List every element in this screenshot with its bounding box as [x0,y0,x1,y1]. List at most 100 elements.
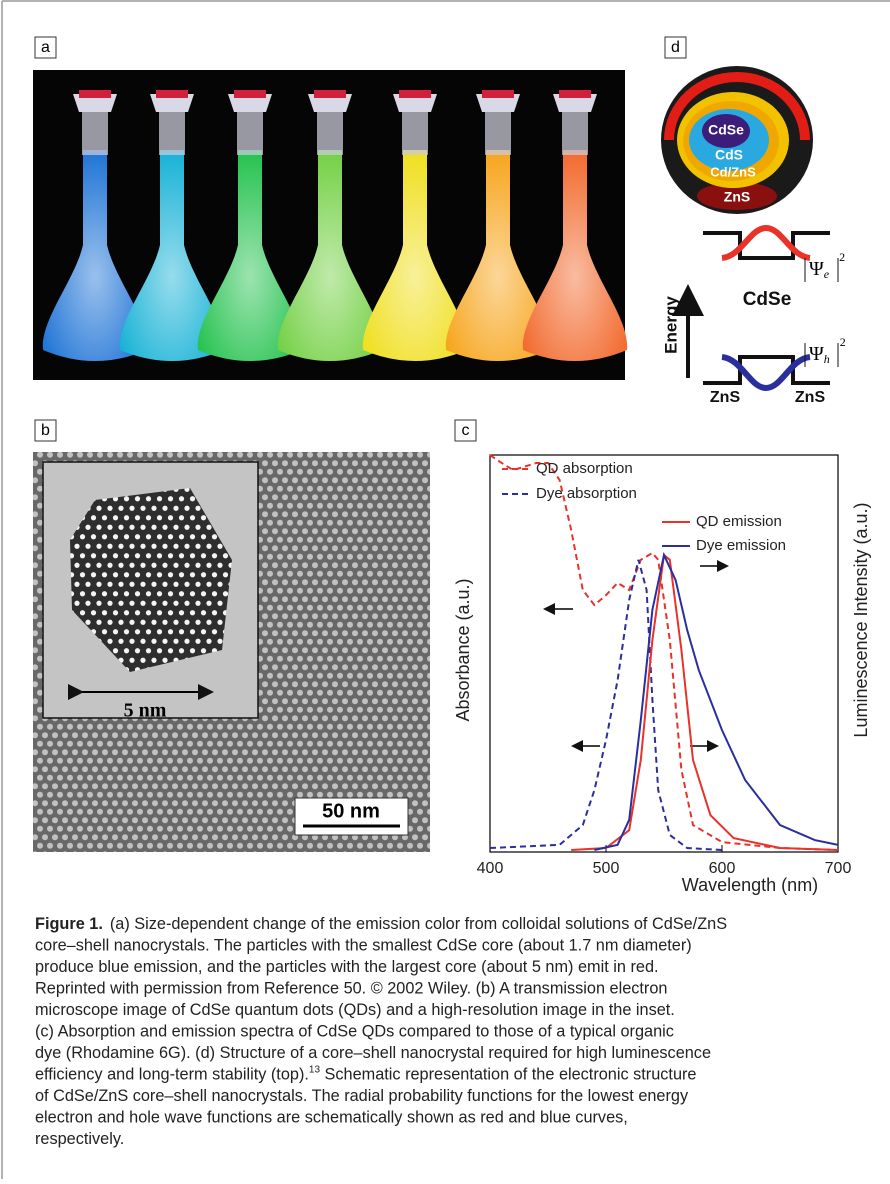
cap-top [482,90,514,98]
x-tick-label: 400 [477,860,504,877]
caption-text: of CdSe/ZnS core–shell nanocrystals. The… [35,1087,689,1105]
cap-top [314,90,346,98]
caption-text: efficiency and long-term stability (top)… [35,1066,309,1084]
flask-cap [308,94,352,112]
caption-line: electron and hole wave functions are sch… [35,1109,628,1127]
cap-top [156,90,188,98]
psi-sub: h [824,352,830,366]
caption-text: Reprinted with permission from Reference… [35,980,667,998]
caption-line: Reprinted with permission from Reference… [35,980,667,998]
psi-sub: e [824,267,830,281]
panel-label-a: a [34,36,57,59]
caption-text: (a) Size-dependent change of the emissio… [110,915,727,933]
psi-sup: 2 [839,250,845,264]
caption-line: respectively. [35,1130,124,1148]
flask-cap [73,94,117,112]
flask-neck [159,105,185,155]
caption-text: dye (Rhodamine 6G). (d) Structure of a c… [35,1044,711,1062]
caption: Figure 1. (a) Size-dependent change of th… [35,915,727,1148]
series-line [489,454,839,852]
psi-e: Ψe2 [809,250,845,281]
well-label: CdSe [743,289,792,310]
flask-photo [33,70,628,380]
caption-text: respectively. [35,1130,124,1148]
layer-label: CdS [715,147,743,163]
scale-bar-label: 50 nm [322,800,380,822]
layer-label: Cd/ZnS [710,164,756,179]
legend-label: QD absorption [536,460,633,477]
flask-glow [277,150,383,361]
energy-label: Energy [661,296,680,354]
series-line [571,553,839,852]
caption-line: core–shell nanocrystals. The particles w… [35,937,692,955]
y-axis-label: Absorbance (a.u.) [453,578,473,721]
x-tick-label: 700 [825,860,852,877]
flask-cap [393,94,437,112]
caption-sup: 13 [309,1064,321,1075]
panel-label-d: d [664,36,687,59]
caption-text: electron and hole wave functions are sch… [35,1109,628,1127]
barrier-label: ZnS [710,389,741,406]
y2-axis-label: Luminescence Intensity (a.u.) [851,502,871,737]
flask-neck [485,105,511,155]
psi-symbol: Ψ [809,343,824,365]
inset-scale: 5 nm [124,700,167,722]
psi-h: Ψh2 [809,335,846,366]
flask-neck [402,105,428,155]
x-tick-label: 600 [709,860,736,877]
flask-glow [197,150,303,361]
energy-diagram: Energy CdSe ZnS ZnS Ψe2 Ψh2 [661,224,846,406]
psi-symbol: Ψ [809,258,824,280]
flask-glow [522,150,628,361]
series-line [489,559,723,852]
caption-line: Figure 1. (a) Size-dependent change of th… [35,915,727,933]
flask-neck [562,105,588,155]
layer-label: CdSe [708,122,744,138]
cap-top [79,90,111,98]
flask-cap [228,94,272,112]
barrier-label: ZnS [795,389,826,406]
caption-line: microscope image of CdSe quantum dots (Q… [35,1001,675,1019]
psi-sup: 2 [840,335,846,349]
caption-line: (c) Absorption and emission spectra of C… [35,1023,674,1041]
label: d [671,39,680,56]
label: b [41,422,50,439]
panel-label-c: c [454,419,477,442]
flask-neck [82,105,108,155]
layer-label: ZnS [724,189,750,205]
flask-glow [42,150,148,361]
spectra-chart: Wavelength (nm) Absorbance (a.u.) Lumine… [453,454,871,895]
core-shell-sphere: CdSe CdS Cd/ZnS ZnS [661,66,813,214]
flask-glow [362,150,468,361]
flask-glow [119,150,225,361]
caption-text: (c) Absorption and emission spectra of C… [35,1023,674,1041]
x-tick-label: 500 [593,860,620,877]
flask-cap [553,94,597,112]
tem-image: 5 nm 50 nm [33,452,430,852]
flask-neck [317,105,343,155]
caption-line: dye (Rhodamine 6G). (d) Structure of a c… [35,1044,711,1062]
panel-label-b: b [34,419,57,442]
caption-text: produce blue emission, and the particles… [35,958,659,976]
caption-line: produce blue emission, and the particles… [35,958,659,976]
caption-text: core–shell nanocrystals. The particles w… [35,937,692,955]
legend-label: QD emission [696,513,782,530]
flask-glow [445,150,551,361]
cap-top [399,90,431,98]
caption-text: Schematic representation of the electron… [320,1066,696,1084]
caption-label: Figure 1. [35,915,103,933]
label: c [462,422,470,439]
x-axis-label: Wavelength (nm) [682,875,818,895]
label: a [41,39,50,56]
caption-line: efficiency and long-term stability (top)… [35,1064,696,1084]
legend-label: Dye emission [696,537,786,554]
series-line [594,551,839,851]
caption-text: microscope image of CdSe quantum dots (Q… [35,1001,675,1019]
caption-line: of CdSe/ZnS core–shell nanocrystals. The… [35,1087,689,1105]
legend-label: Dye absorption [536,485,637,502]
cap-top [559,90,591,98]
flask-cap [150,94,194,112]
cap-top [234,90,266,98]
